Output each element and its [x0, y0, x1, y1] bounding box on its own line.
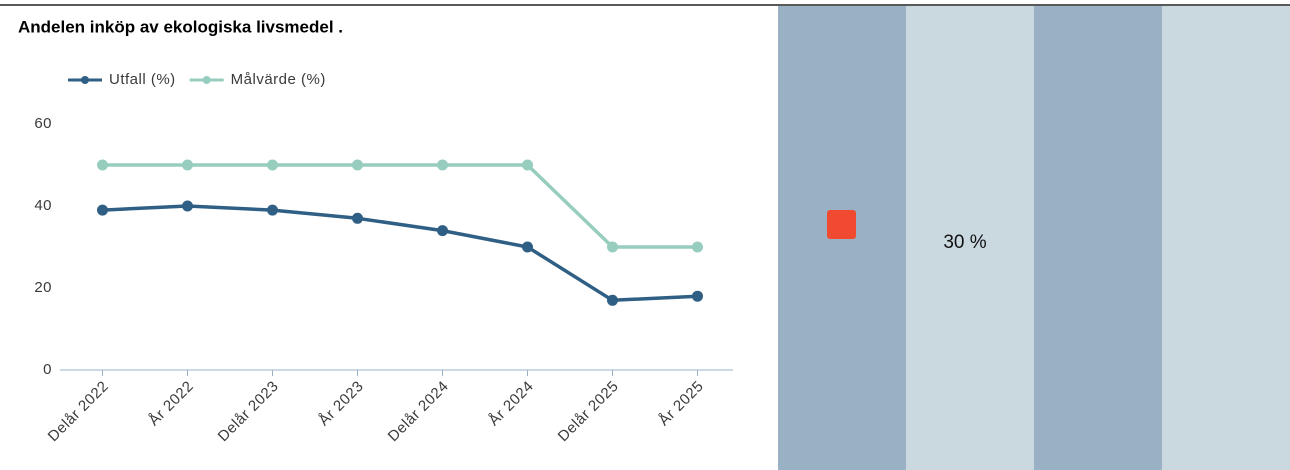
data-point [522, 241, 533, 253]
legend-dot [81, 76, 89, 84]
panel-column [906, 6, 1034, 470]
legend-label: Utfall (%) [109, 71, 176, 88]
y-tick-label: 60 [34, 115, 52, 132]
data-point [437, 159, 448, 171]
y-tick-label: 0 [43, 361, 52, 378]
data-point [522, 159, 533, 171]
chart-title: Andelen inköp av ekologiska livsmedel . [18, 17, 343, 36]
series-line [102, 163, 698, 249]
data-point [182, 200, 193, 212]
x-tick-label: Delår 2023 [215, 378, 282, 445]
panel-column [1034, 6, 1162, 470]
status-indicator [827, 210, 856, 239]
data-point [692, 290, 703, 302]
data-point [352, 159, 363, 171]
data-point [352, 212, 363, 224]
x-tick-label: Delår 2022 [45, 378, 112, 445]
y-tick-label: 40 [34, 197, 52, 214]
legend-dot [202, 76, 211, 84]
x-tick-label: Delår 2024 [385, 378, 452, 445]
x-tick-label: År 2025 [655, 378, 707, 430]
legend-label: Målvärde (%) [231, 71, 326, 88]
data-point [97, 204, 108, 216]
data-point [607, 241, 618, 253]
data-point [437, 225, 448, 237]
x-tick-label: År 2022 [145, 378, 197, 430]
x-tick-label: År 2023 [315, 378, 367, 430]
data-point [692, 241, 703, 253]
x-tick-label: År 2024 [485, 378, 537, 430]
data-point [267, 159, 278, 171]
x-tick-label: Delår 2025 [555, 378, 622, 445]
panel-value: 30 % [943, 232, 986, 253]
panel-column [1162, 6, 1290, 470]
side-panel: 30 % [778, 6, 1290, 470]
series-line [102, 204, 698, 303]
data-point [607, 294, 618, 306]
y-tick-label: 20 [34, 279, 52, 296]
data-point [182, 159, 193, 171]
data-point [97, 159, 108, 171]
data-point [267, 204, 278, 216]
